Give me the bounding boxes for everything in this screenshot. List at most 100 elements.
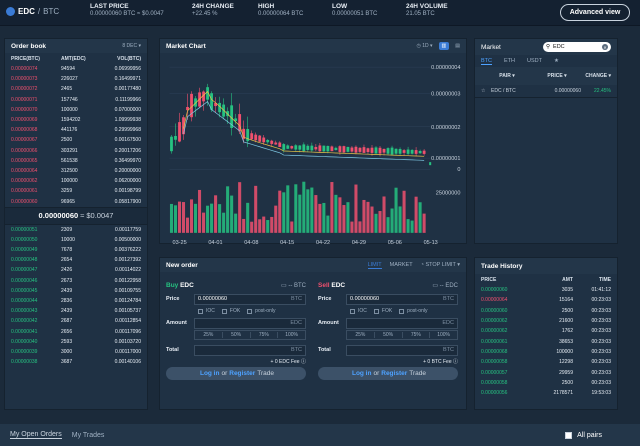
sell-amount-input[interactable]: EDC bbox=[346, 317, 458, 329]
ask-row[interactable]: 0.00000061 3259 0.00198799 bbox=[5, 186, 147, 196]
ask-amount: 96965 bbox=[61, 198, 75, 205]
candle-body bbox=[346, 146, 350, 152]
bid-row[interactable]: 0.00000038 3687 0.00140106 bbox=[5, 357, 147, 367]
ask-row[interactable]: 0.00000064 312500 0.20000000 bbox=[5, 166, 147, 176]
trade-time: 00:23:03 bbox=[591, 369, 611, 376]
ask-row[interactable]: 0.00000060 96965 0.05817900 bbox=[5, 196, 147, 206]
bid-row[interactable]: 0.00000041 2656 0.00117096 bbox=[5, 327, 147, 337]
ask-row[interactable]: 0.00000068 441176 0.29999968 bbox=[5, 125, 147, 135]
bid-row[interactable]: 0.00000050 10000 0.00500000 bbox=[5, 235, 147, 245]
search-value: EDC bbox=[553, 44, 565, 50]
volume-bar bbox=[350, 221, 354, 233]
buy-amount-label: Amount bbox=[166, 320, 187, 326]
bid-row[interactable]: 0.00000043 2439 0.00105737 bbox=[5, 306, 147, 316]
trade-price: 0.00000068 bbox=[481, 348, 508, 355]
bid-row[interactable]: 0.00000044 2836 0.00124784 bbox=[5, 296, 147, 306]
candle-body bbox=[302, 144, 306, 152]
decimals-select[interactable]: 8 DEC ▾ bbox=[122, 43, 141, 49]
buy-login-link[interactable]: Log in bbox=[199, 370, 220, 377]
buy-login-button[interactable]: Log in or Register Trade bbox=[166, 367, 306, 380]
pct-100-button[interactable]: 100% bbox=[437, 332, 451, 338]
ioc-checkbox[interactable] bbox=[198, 308, 203, 314]
pct-75-button[interactable]: 75% bbox=[403, 332, 431, 338]
ask-row[interactable]: 0.00000072 2465 0.00177480 bbox=[5, 84, 147, 94]
buy-price-input[interactable]: 0.00000060 BTC bbox=[194, 293, 306, 305]
buy-register-link[interactable]: Register bbox=[229, 370, 256, 377]
stat-label: 24H CHANGE bbox=[192, 3, 234, 10]
tab-usdt[interactable]: USDT bbox=[527, 58, 542, 64]
bid-row[interactable]: 0.00000039 3000 0.00117000 bbox=[5, 347, 147, 357]
bid-price: 0.00000049 bbox=[11, 247, 38, 254]
info-icon[interactable]: ⓘ bbox=[452, 359, 458, 365]
fok-checkbox[interactable] bbox=[373, 308, 379, 314]
bid-row[interactable]: 0.00000042 2687 0.00112854 bbox=[5, 316, 147, 326]
pct-50-button[interactable]: 50% bbox=[375, 332, 403, 338]
tab-market[interactable]: MARKET bbox=[389, 262, 413, 268]
star-icon[interactable]: ☆ bbox=[481, 88, 486, 94]
info-icon[interactable]: ⓘ bbox=[300, 359, 306, 365]
pct-100-button[interactable]: 100% bbox=[285, 332, 299, 338]
all-pairs-toggle[interactable]: All pairs bbox=[565, 431, 602, 439]
tab-my-trades[interactable]: My Trades bbox=[71, 431, 105, 439]
bid-row[interactable]: 0.00000049 7678 0.00376222 bbox=[5, 245, 147, 255]
pct-50-button[interactable]: 50% bbox=[223, 332, 251, 338]
bid-row[interactable]: 0.00000046 2673 0.00122958 bbox=[5, 276, 147, 286]
depth-chart-icon[interactable]: ▤ bbox=[455, 43, 460, 49]
tab-limit[interactable]: LIMIT bbox=[367, 261, 382, 269]
bid-row[interactable]: 0.00000051 2309 0.00117759 bbox=[5, 225, 147, 235]
volume-bar bbox=[234, 213, 238, 233]
bid-volume: 0.00500000 bbox=[114, 236, 141, 243]
sell-action: Sell bbox=[318, 281, 330, 289]
bid-price: 0.00000050 bbox=[11, 236, 38, 243]
bid-volume: 0.00112854 bbox=[114, 318, 141, 325]
pct-75-button[interactable]: 75% bbox=[251, 332, 279, 338]
buy-total-input[interactable]: BTC bbox=[194, 344, 306, 356]
market-row[interactable]: ☆ EDC / BTC 0.00000060 22.45% bbox=[475, 85, 617, 98]
clear-search-icon[interactable]: ✕ bbox=[602, 44, 608, 50]
tab-stop-limit[interactable]: ◔ STOP LIMIT ▾ bbox=[420, 262, 460, 268]
post-only-checkbox[interactable] bbox=[399, 308, 405, 314]
tab-my-open-orders[interactable]: My Open Orders bbox=[10, 431, 62, 439]
volume-bar bbox=[398, 206, 402, 233]
candle-body bbox=[378, 147, 382, 154]
ask-row[interactable]: 0.00000073 226027 0.16499971 bbox=[5, 74, 147, 84]
all-pairs-checkbox[interactable] bbox=[565, 431, 573, 439]
bid-row[interactable]: 0.00000047 2426 0.00114022 bbox=[5, 265, 147, 275]
ioc-checkbox[interactable] bbox=[350, 308, 355, 314]
ask-row[interactable]: 0.00000067 2500 0.00167500 bbox=[5, 135, 147, 145]
ask-row[interactable]: 0.00000071 157746 0.11199966 bbox=[5, 95, 147, 105]
ask-row[interactable]: 0.00000066 303291 0.20017206 bbox=[5, 146, 147, 156]
interval-select[interactable]: ◷ 1D ▾ bbox=[416, 43, 433, 49]
col-price[interactable]: PRICE ▾ bbox=[547, 73, 567, 79]
post-only-checkbox[interactable] bbox=[247, 308, 253, 314]
sell-login-button[interactable]: Log in or Register Trade bbox=[318, 367, 458, 380]
ask-row[interactable]: 0.00000069 1594202 1.09999938 bbox=[5, 115, 147, 125]
pct-25-button[interactable]: 25% bbox=[195, 332, 223, 338]
tab-eth[interactable]: ETH bbox=[504, 58, 515, 64]
sell-total-input[interactable]: BTC bbox=[346, 344, 458, 356]
bid-row[interactable]: 0.00000045 2439 0.00109755 bbox=[5, 286, 147, 296]
volume-bar bbox=[310, 187, 314, 233]
bid-row[interactable]: 0.00000040 2593 0.00103720 bbox=[5, 337, 147, 347]
fok-checkbox[interactable] bbox=[221, 308, 227, 314]
sell-price-input[interactable]: 0.00000060 BTC bbox=[346, 293, 458, 305]
ask-row[interactable]: 0.00000074 94594 0.06999956 bbox=[5, 64, 147, 74]
ask-row[interactable]: 0.00000070 100000 0.07000000 bbox=[5, 105, 147, 115]
tab-favorites[interactable]: ★ bbox=[553, 58, 559, 64]
buy-amount-input[interactable]: EDC bbox=[194, 317, 306, 329]
col-change[interactable]: CHANGE ▾ bbox=[585, 73, 611, 79]
sell-register-link[interactable]: Register bbox=[381, 370, 408, 377]
market-search-input[interactable]: ⚲ EDC ✕ bbox=[543, 42, 611, 52]
advanced-view-button[interactable]: Advanced view bbox=[560, 4, 630, 21]
ask-row[interactable]: 0.00000065 561538 0.36499970 bbox=[5, 156, 147, 166]
volume-bar bbox=[210, 203, 214, 233]
pct-25-button[interactable]: 25% bbox=[347, 332, 375, 338]
col-pair[interactable]: PAIR ▾ bbox=[499, 73, 515, 79]
sell-login-link[interactable]: Log in bbox=[351, 370, 372, 377]
stat-24h-volume: 24H VOLUME 21.05 BTC bbox=[406, 3, 448, 17]
ask-row[interactable]: 0.00000062 100000 0.06200000 bbox=[5, 176, 147, 186]
market-chart[interactable]: 0.00000004 0.00000003 0.00000002 0.00000001… bbox=[160, 53, 474, 247]
candle-chart-icon[interactable]: ▥ bbox=[438, 42, 450, 50]
tab-btc[interactable]: BTC bbox=[481, 57, 492, 65]
bid-row[interactable]: 0.00000048 2654 0.00127392 bbox=[5, 255, 147, 265]
